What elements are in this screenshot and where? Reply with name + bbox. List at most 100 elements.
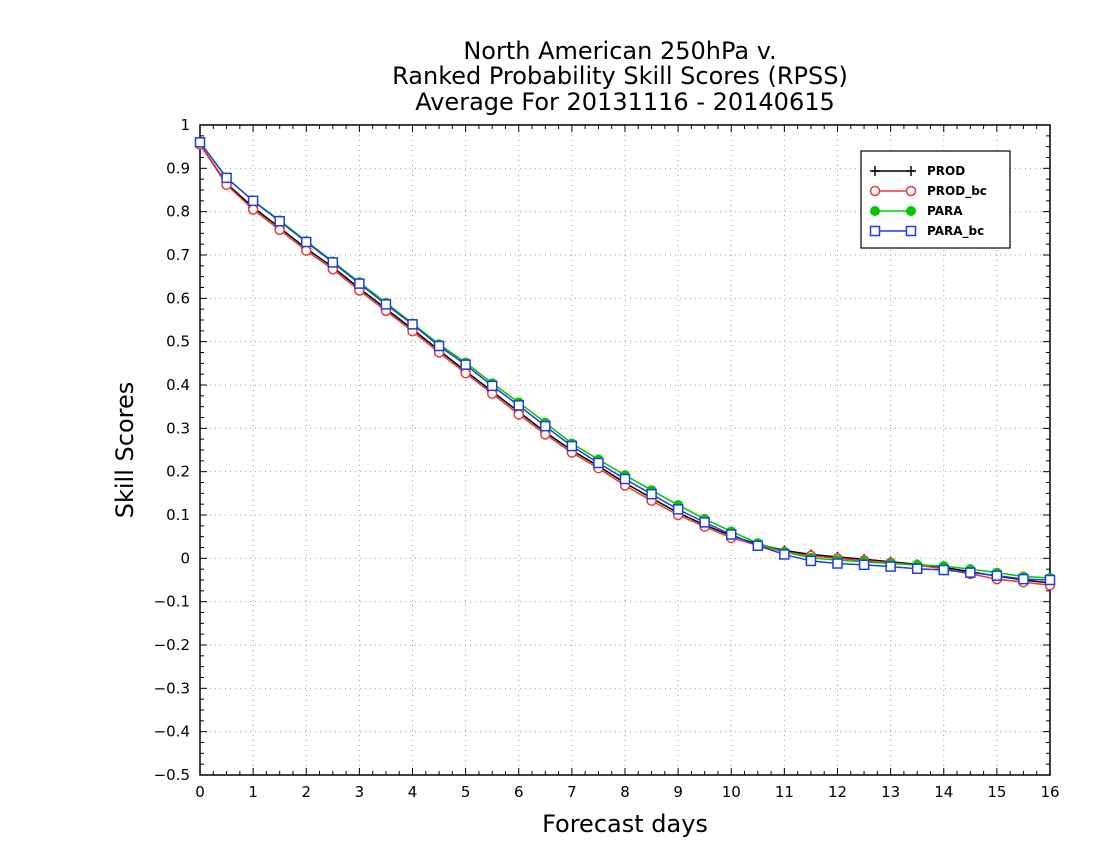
chart-title: North American 250hPa v. Ranked Probabil… [392, 37, 848, 116]
data-point-para-bc [672, 504, 684, 515]
data-point-para-bc [911, 563, 923, 574]
x-tick-label: 4 [408, 783, 418, 801]
legend-marker [905, 185, 917, 197]
x-tick-label: 11 [775, 783, 794, 801]
y-tick-label: 0.9 [166, 159, 190, 177]
x-tick-label: 2 [301, 783, 311, 801]
data-point-prod-bc [247, 204, 259, 215]
legend: PROD PROD_bc PARA PARA_bc [860, 150, 1011, 249]
legend-marker [870, 166, 880, 176]
series-para-bc [194, 137, 1056, 586]
data-point-para-bc [885, 561, 896, 572]
data-point-para-bc [646, 488, 657, 500]
data-point-para-bc [274, 215, 285, 227]
data-point-prod-bc [301, 245, 312, 256]
legend-marker [870, 206, 880, 216]
x-tick-label: 12 [828, 783, 847, 801]
data-point-para-bc [752, 540, 764, 552]
x-axis-label: Forecast days [542, 810, 708, 838]
y-tick-label: 1 [180, 116, 190, 134]
x-tick-label: 0 [195, 783, 205, 801]
y-tick-label: −0.5 [154, 766, 190, 784]
y-tick-label: −0.2 [154, 636, 190, 654]
grid-lines [200, 125, 1050, 775]
y-tick-label: 0.3 [166, 419, 190, 437]
legend-marker [906, 166, 916, 176]
data-point-para-bc [726, 529, 737, 540]
x-tick-label: 13 [881, 783, 900, 801]
data-point-para-bc [194, 137, 206, 148]
x-tick-label: 15 [987, 783, 1006, 801]
data-point-para-bc [380, 299, 392, 310]
data-point-para-bc [407, 319, 418, 330]
legend-label: PARA_bc [927, 224, 984, 239]
data-point-para-bc [779, 549, 790, 560]
y-tick-label: 0.5 [166, 333, 190, 351]
legend-item-para: PARA [870, 204, 963, 218]
legend-label: PARA [927, 204, 963, 218]
legend-marker [869, 225, 881, 237]
legend-item-prod: PROD [870, 164, 965, 178]
data-point-para-bc [301, 236, 312, 248]
chart-title-line-3: Average For 20131116 - 20140615 [415, 88, 835, 116]
series-lines [194, 137, 1056, 591]
y-tick-label: −0.3 [154, 679, 190, 697]
x-tick-label: 8 [620, 783, 630, 801]
y-tick-label: 0.1 [166, 506, 190, 524]
y-tick-label: 0.2 [166, 463, 190, 481]
y-axis-label: Skill Scores [111, 382, 139, 519]
tick-labels: 0 1 2 3 4 5 6 7 8 9 10 11 12 13 14 15 1610.90.80.70.60.5… [154, 116, 1060, 801]
data-point-para-bc [991, 570, 1003, 581]
data-point-prod-bc [460, 368, 471, 379]
data-point-para-bc [1044, 574, 1056, 586]
data-point-para-bc [832, 558, 843, 569]
x-tick-label: 5 [461, 783, 471, 801]
x-tick-label: 14 [934, 783, 953, 801]
data-point-prod-bc [513, 409, 524, 420]
data-point-para-bc [486, 380, 498, 392]
data-point-para-bc [1018, 573, 1029, 585]
data-point-para-bc [619, 473, 631, 485]
data-point-para-bc [513, 400, 524, 411]
chart-title-line-2: Ranked Probability Skill Scores (RPSS) [392, 62, 848, 90]
data-point-para-bc [699, 517, 710, 528]
data-point-para-bc [221, 172, 232, 184]
x-tick-label: 16 [1040, 783, 1059, 801]
legend-box [860, 150, 1011, 249]
x-tick-label: 1 [248, 783, 258, 801]
legend-marker [869, 185, 881, 197]
data-point-para-bc [327, 257, 339, 268]
y-tick-label: −0.4 [154, 723, 190, 741]
data-point-para-bc [566, 440, 578, 452]
y-tick-label: −0.1 [154, 593, 190, 611]
data-point-para-bc [593, 457, 604, 469]
y-tick-label: 0 [180, 549, 190, 567]
legend-item-prod-bc: PROD_bc [869, 184, 987, 199]
x-tick-label: 6 [514, 783, 524, 801]
y-tick-label: 0.4 [166, 376, 190, 394]
x-tick-label: 3 [355, 783, 365, 801]
data-point-para-bc [858, 559, 870, 571]
y-tick-label: 0.8 [166, 203, 190, 221]
data-point-para-bc [805, 555, 817, 567]
legend-label: PROD [927, 164, 965, 178]
chart-title-line-1: North American 250hPa v. [463, 37, 776, 65]
legend-label: PROD_bc [927, 184, 987, 199]
legend-marker [906, 206, 916, 216]
data-point-prod-bc [274, 224, 285, 236]
legend-marker [905, 225, 917, 237]
x-tick-label: 7 [567, 783, 577, 801]
legend-item-para-bc: PARA_bc [869, 224, 984, 239]
y-tick-label: 0.7 [166, 246, 190, 264]
data-point-para-bc [965, 567, 976, 578]
data-point-para-bc [938, 564, 949, 576]
data-point-para-bc [354, 278, 365, 289]
data-point-para-bc [433, 340, 445, 352]
data-point-para-bc [540, 420, 551, 432]
x-tick-label: 10 [722, 783, 741, 801]
data-point-para-bc [247, 195, 259, 207]
x-tick-label: 9 [673, 783, 683, 801]
y-tick-label: 0.6 [166, 289, 190, 307]
data-point-para-bc [460, 359, 471, 370]
